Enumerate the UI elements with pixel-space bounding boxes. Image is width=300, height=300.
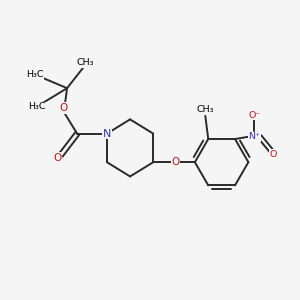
Text: O: O [53,153,61,163]
Text: H₃C: H₃C [26,70,44,79]
Text: O: O [171,157,180,167]
Text: O: O [59,103,67,113]
Text: N: N [103,129,111,139]
Text: H₃C: H₃C [28,102,46,111]
Text: N⁺: N⁺ [248,132,260,141]
Text: O: O [270,150,277,159]
Text: CH₃: CH₃ [77,58,94,68]
Text: CH₃: CH₃ [196,105,214,114]
Text: O⁻: O⁻ [248,111,260,120]
